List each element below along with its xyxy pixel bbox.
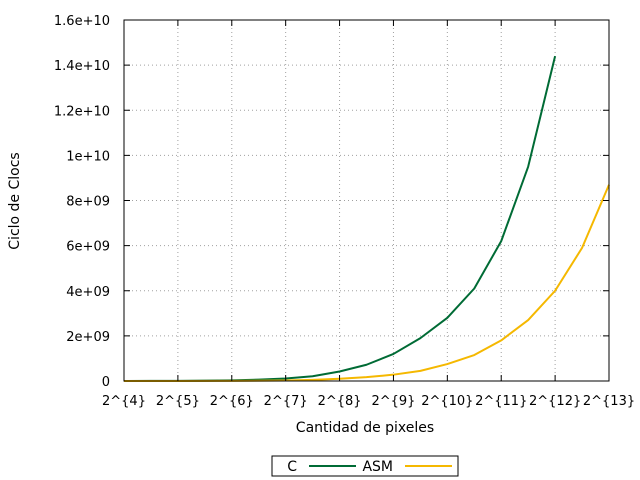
label-layer: 2^{4} 2^{5} 2^{6} 2^{7} 2^{8} 2^{9} 2^{10} 2^{1… bbox=[54, 14, 635, 409]
legend-label-c: C bbox=[287, 459, 297, 475]
x-tick-label: 2^{10} bbox=[421, 394, 473, 409]
x-tick-label: 2^{7} bbox=[264, 394, 308, 409]
series-layer bbox=[123, 55, 610, 382]
x-tick-label: 2^{13} bbox=[583, 394, 635, 409]
x-tick-label: 2^{12} bbox=[529, 394, 581, 409]
x-axis-title: Cantidad de pixeles bbox=[296, 420, 434, 436]
x-tick-label: 2^{9} bbox=[371, 394, 415, 409]
y-axis-title: Ciclo de Clocs bbox=[7, 152, 23, 249]
y-tick-label: 0 bbox=[102, 375, 110, 390]
x-tick-label: 2^{6} bbox=[210, 394, 254, 409]
y-tick-label: 1.2e+10 bbox=[54, 104, 110, 119]
x-tick-label: 2^{4} bbox=[102, 394, 146, 409]
legend-entry-asm: ASM bbox=[362, 459, 452, 475]
y-tick-label: 4e+09 bbox=[66, 285, 110, 300]
y-tick-label: 1e+10 bbox=[66, 149, 110, 164]
y-tick-label: 1.6e+10 bbox=[54, 14, 110, 29]
x-tick-label: 2^{5} bbox=[156, 394, 200, 409]
legend: C ASM bbox=[271, 455, 459, 477]
y-tick-label: 2e+09 bbox=[66, 330, 110, 345]
series-line-asm bbox=[123, 184, 610, 382]
y-tick-label: 8e+09 bbox=[66, 195, 110, 210]
tick-layer bbox=[123, 19, 610, 382]
legend-label-asm: ASM bbox=[362, 459, 393, 475]
legend-box bbox=[271, 455, 459, 477]
x-tick-label: 2^{8} bbox=[318, 394, 362, 409]
y-tick-label: 1.4e+10 bbox=[54, 59, 110, 74]
y-tick-label: 6e+09 bbox=[66, 240, 110, 255]
grid-layer bbox=[124, 20, 609, 381]
x-tick-label: 2^{11} bbox=[475, 394, 527, 409]
legend-entry-c: C bbox=[287, 459, 356, 475]
